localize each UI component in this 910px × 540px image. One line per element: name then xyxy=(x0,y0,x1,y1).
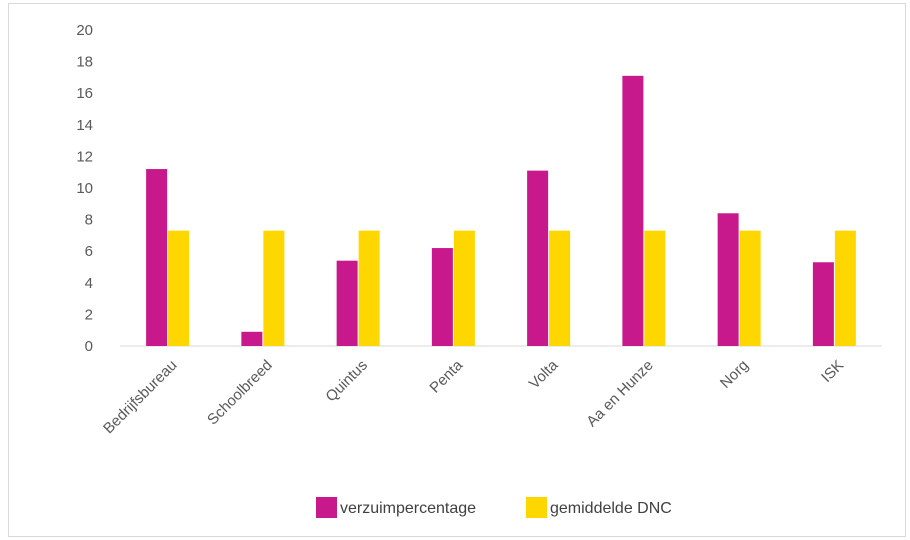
x-tick-label-2: Quintus xyxy=(322,357,371,406)
legend-label-0: verzuimpercentage xyxy=(340,500,476,517)
bar-gemiddelde-dnc-2 xyxy=(358,230,380,346)
x-tick-label-0: Bedrijfsbureau xyxy=(100,357,180,437)
y-tick-label-5: 10 xyxy=(76,180,93,197)
y-tick-label-7: 14 xyxy=(76,117,93,134)
bar-verzuimpercentage-7 xyxy=(812,262,834,346)
x-tick-label-4: Volta xyxy=(526,356,562,392)
y-tick-label-3: 6 xyxy=(85,243,93,260)
legend-swatch-1 xyxy=(526,497,547,518)
x-tick-label-3: Penta xyxy=(426,356,466,396)
y-tick-label-8: 16 xyxy=(76,85,93,102)
y-axis-ticks: 0 2 4 6 8 10 12 14 16 18 20 xyxy=(76,22,93,355)
y-tick-label-2: 4 xyxy=(85,275,93,292)
y-tick-label-6: 12 xyxy=(76,148,93,165)
bar-verzuimpercentage-5 xyxy=(622,75,644,346)
bar-gemiddelde-dnc-0 xyxy=(168,230,190,346)
y-tick-label-9: 18 xyxy=(76,54,93,71)
bar-verzuimpercentage-6 xyxy=(717,213,739,346)
x-tick-label-7: ISK xyxy=(818,357,847,386)
bar-verzuimpercentage-4 xyxy=(527,170,549,346)
x-axis-ticks: Bedrijfsbureau Schoolbreed Quintus Penta Vol… xyxy=(100,356,847,437)
y-tick-label-10: 20 xyxy=(76,22,93,39)
y-tick-label-0: 0 xyxy=(85,338,93,355)
bar-verzuimpercentage-2 xyxy=(336,260,358,346)
legend-label-1: gemiddelde DNC xyxy=(550,500,672,517)
x-tick-label-1: Schoolbreed xyxy=(204,357,276,429)
legend-swatch-0 xyxy=(316,497,337,518)
bars xyxy=(146,75,856,346)
bar-gemiddelde-dnc-6 xyxy=(739,230,761,346)
y-tick-label-1: 2 xyxy=(85,306,93,323)
bar-verzuimpercentage-0 xyxy=(146,169,168,346)
legend: verzuimpercentage gemiddelde DNC xyxy=(316,497,672,518)
y-tick-label-4: 8 xyxy=(85,212,93,229)
x-tick-label-5: Aa en Hunze xyxy=(583,357,656,430)
bar-verzuimpercentage-3 xyxy=(431,248,453,346)
bar-gemiddelde-dnc-4 xyxy=(549,230,571,346)
bar-gemiddelde-dnc-5 xyxy=(644,230,666,346)
bar-gemiddelde-dnc-1 xyxy=(263,230,285,346)
x-tick-label-6: Norg xyxy=(717,357,752,392)
bar-gemiddelde-dnc-7 xyxy=(834,230,856,346)
bar-gemiddelde-dnc-3 xyxy=(453,230,475,346)
bar-verzuimpercentage-1 xyxy=(241,331,263,346)
